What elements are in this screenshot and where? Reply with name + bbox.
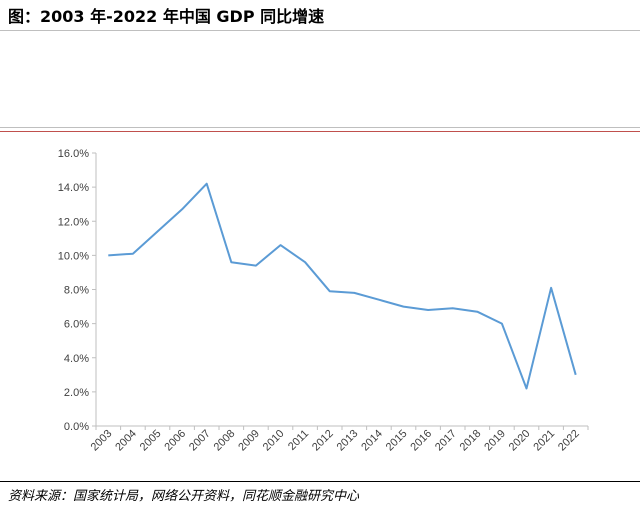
series-line: [108, 182, 577, 390]
x-tick-label: 2008: [212, 428, 238, 454]
x-tick-label: 2021: [531, 428, 557, 454]
x-tick-label: 2022: [556, 428, 582, 454]
x-tick-label: 2004: [113, 428, 139, 454]
chart-title: 图：2003 年-2022 年中国 GDP 同比增速: [8, 7, 325, 26]
x-tick-label: 2007: [187, 428, 213, 454]
series-gdp-growth: [108, 182, 577, 390]
y-tick-label: 16.0%: [58, 148, 89, 160]
x-tick-label: 2010: [261, 428, 287, 454]
section-divider-red: [0, 131, 640, 132]
x-tick-label: 2018: [458, 428, 484, 454]
x-tick-label: 2003: [89, 428, 115, 454]
x-tick-label: 2019: [482, 428, 508, 454]
section-divider-gray: [0, 127, 640, 128]
x-tick-label: 2015: [384, 428, 410, 454]
x-tick-label: 2006: [162, 428, 188, 454]
y-tick-label: 10.0%: [58, 250, 89, 262]
footer-divider: [0, 481, 640, 482]
y-tick-label: 2.0%: [64, 387, 89, 399]
x-tick-label: 2016: [408, 428, 434, 454]
x-tick-label: 2011: [286, 428, 311, 453]
x-tick-label: 2017: [433, 428, 459, 454]
y-tick-label: 0.0%: [64, 421, 89, 433]
x-tick-label: 2020: [507, 428, 533, 454]
line-chart: 0.0% 2.0% 4.0% 6.0% 8.0% 10.0% 12.0% 14.0% 16.0%…: [58, 148, 589, 454]
y-tick-label: 8.0%: [64, 285, 89, 297]
source-note: 资料来源：国家统计局，网络公开资料，同花顺金融研究中心: [8, 489, 360, 504]
x-tick-label: 2005: [138, 428, 164, 454]
y-axis: 0.0% 2.0% 4.0% 6.0% 8.0% 10.0% 12.0% 14.0% 16.0%: [58, 148, 97, 433]
x-tick-label: 2009: [236, 428, 262, 454]
y-tick-label: 12.0%: [58, 216, 89, 228]
x-tick-label: 2014: [359, 428, 385, 454]
y-tick-label: 14.0%: [58, 182, 89, 194]
y-tick-label: 6.0%: [64, 319, 89, 331]
x-tick-label: 2012: [310, 428, 336, 454]
y-tick-label: 4.0%: [64, 353, 89, 365]
title-divider: [0, 30, 640, 31]
x-tick-label: 2013: [335, 428, 361, 454]
